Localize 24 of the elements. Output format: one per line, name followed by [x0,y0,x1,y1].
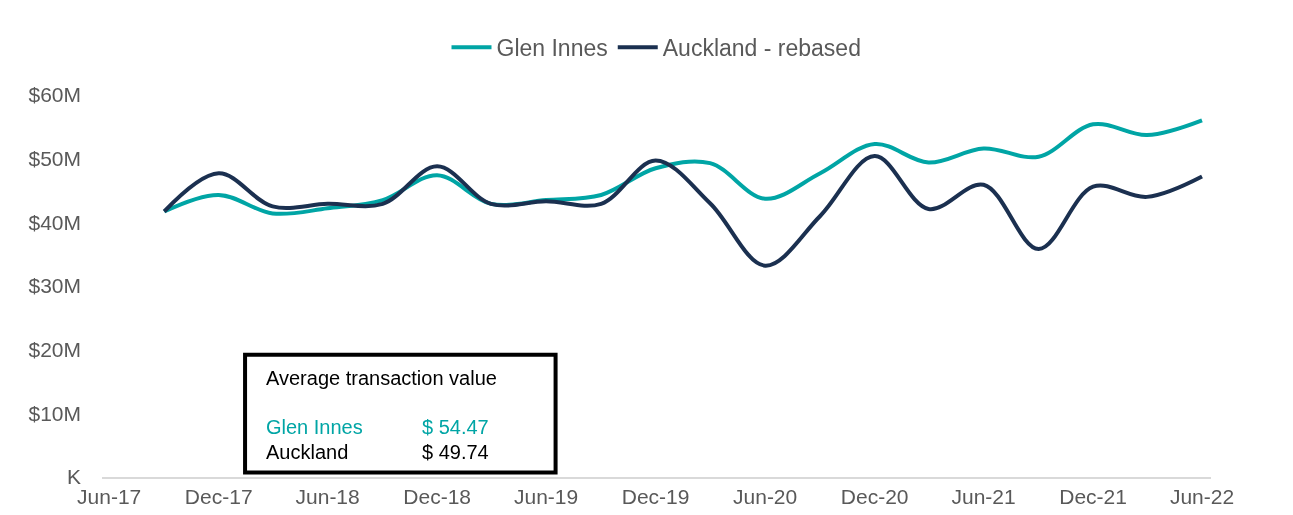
y-tick-label: $60M [28,83,81,107]
x-tick-label: Dec-19 [621,485,690,509]
x-tick-label: Dec-21 [1059,485,1127,509]
annotation: $ 54.47 [422,416,489,438]
annotation: $ 49.74 [422,441,489,463]
legend-label: Auckland - rebased [662,35,861,62]
line-series [162,154,1205,268]
legend-label: Glen Innes [496,35,608,62]
y-tick-label: $10M [28,401,81,425]
x-tick-label: Jun-19 [513,485,579,509]
x-tick-label: Dec-17 [184,485,253,509]
y-tick-label: $20M [28,338,81,362]
x-tick-label: Jun-18 [295,485,360,509]
x-tick-label: Jun-21 [951,485,1016,509]
annotation: Glen Innes [266,416,363,438]
x-tick-label: Dec-20 [840,485,909,509]
y-tick-label: $30M [28,274,81,298]
annotation: Auckland [266,441,349,463]
x-tick-label: Jun-20 [733,485,798,509]
y-tick-label: $40M [28,210,81,234]
x-tick-label: Dec-18 [403,485,471,509]
x-tick-label: Jun-22 [1169,485,1235,509]
y-tick-label: $50M [28,147,81,171]
annotation: Average transaction value [266,367,497,389]
